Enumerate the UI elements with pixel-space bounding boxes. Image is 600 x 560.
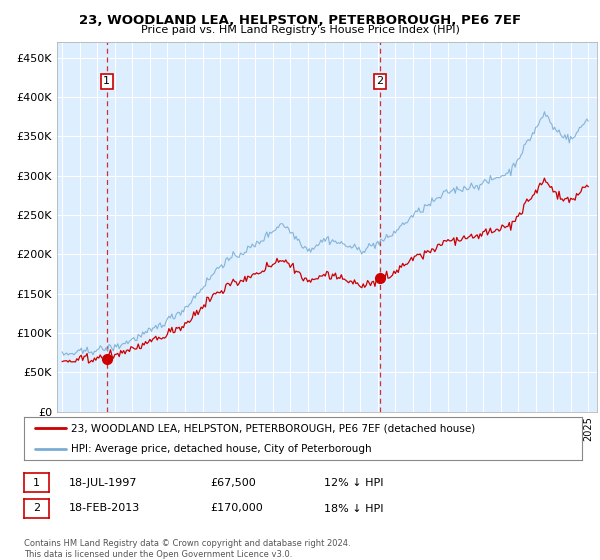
Text: Contains HM Land Registry data © Crown copyright and database right 2024.
This d: Contains HM Land Registry data © Crown c…	[24, 539, 350, 559]
Text: HPI: Average price, detached house, City of Peterborough: HPI: Average price, detached house, City…	[71, 444, 372, 454]
Text: 18% ↓ HPI: 18% ↓ HPI	[324, 503, 383, 514]
Text: 23, WOODLAND LEA, HELPSTON, PETERBOROUGH, PE6 7EF (detached house): 23, WOODLAND LEA, HELPSTON, PETERBOROUGH…	[71, 423, 476, 433]
Text: 23, WOODLAND LEA, HELPSTON, PETERBOROUGH, PE6 7EF: 23, WOODLAND LEA, HELPSTON, PETERBOROUGH…	[79, 14, 521, 27]
Text: 18-FEB-2013: 18-FEB-2013	[69, 503, 140, 514]
Text: 1: 1	[103, 76, 110, 86]
Text: £67,500: £67,500	[210, 478, 256, 488]
Text: 2: 2	[33, 503, 40, 514]
Text: 18-JUL-1997: 18-JUL-1997	[69, 478, 137, 488]
Text: 1: 1	[33, 478, 40, 488]
Text: Price paid vs. HM Land Registry's House Price Index (HPI): Price paid vs. HM Land Registry's House …	[140, 25, 460, 35]
Text: 2: 2	[376, 76, 383, 86]
Text: 12% ↓ HPI: 12% ↓ HPI	[324, 478, 383, 488]
Text: £170,000: £170,000	[210, 503, 263, 514]
